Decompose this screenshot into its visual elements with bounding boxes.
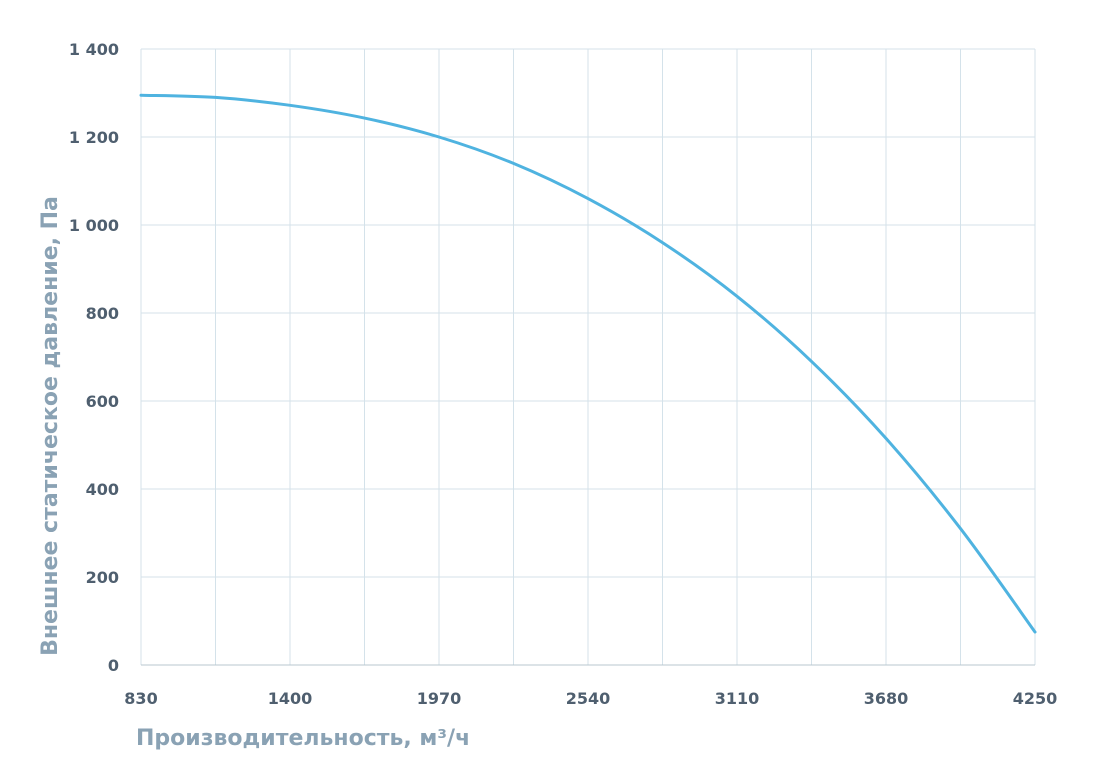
x-tick-label: 1970 (417, 689, 462, 708)
pressure-curve (139, 93, 1037, 634)
y-tick-label: 800 (86, 304, 119, 323)
x-axis-title: Производительность, м³/ч (136, 726, 470, 751)
grid-layer (140, 48, 1036, 665)
series-layer (139, 93, 1037, 634)
x-tick-label: 3680 (864, 689, 909, 708)
x-tick-label: 4250 (1013, 689, 1058, 708)
x-tick-label: 1400 (268, 689, 313, 708)
y-tick-label: 1 200 (69, 128, 119, 147)
label-layer: 0 200 400 600 800 1 000 1 200 1 400 830 1400 1970 2… (69, 40, 1057, 708)
y-tick-label: 200 (86, 568, 119, 587)
y-tick-label: 1 400 (69, 40, 119, 59)
x-tick-label: 3110 (715, 689, 760, 708)
y-tick-label: 600 (86, 392, 119, 411)
y-tick-label: 400 (86, 480, 119, 499)
y-tick-label: 0 (108, 656, 119, 675)
x-tick-label: 830 (124, 689, 157, 708)
x-tick-label: 2540 (566, 689, 611, 708)
y-tick-label: 1 000 (69, 216, 119, 235)
y-axis-title: Внешнее статическое давление, Па (38, 196, 63, 656)
